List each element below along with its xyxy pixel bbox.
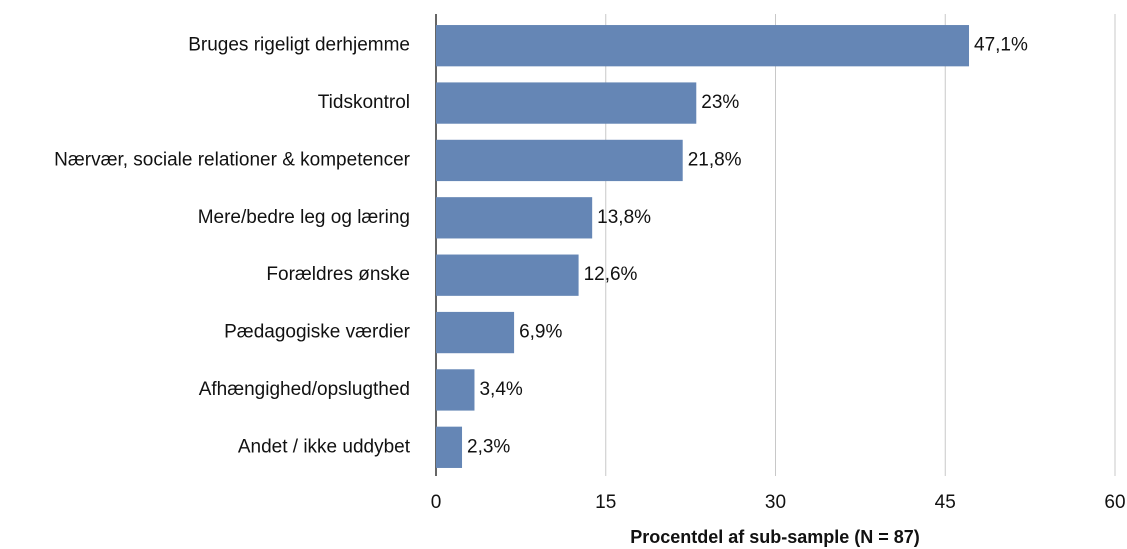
bar: [436, 311, 515, 354]
y-tick-label: Tidskontrol: [318, 92, 410, 113]
x-tick-label: 30: [765, 492, 786, 513]
bar: [436, 25, 970, 67]
bar: [436, 197, 593, 239]
y-tick-label: Bruges rigeligt derhjemme: [188, 35, 410, 56]
x-tick-label: 15: [595, 492, 616, 513]
value-label: 2,3%: [467, 436, 510, 457]
bar: [436, 82, 697, 124]
value-label: 21,8%: [688, 149, 742, 170]
y-tick-label: Andet / ikke uddybet: [238, 436, 411, 457]
bar: [436, 139, 683, 182]
y-tick-label: Forældres ønske: [266, 264, 410, 285]
value-label: 47,1%: [974, 35, 1028, 56]
value-label: 6,9%: [519, 322, 562, 343]
x-tick-label: 0: [431, 492, 442, 513]
x-tick-label: 45: [935, 492, 956, 513]
y-tick-label: Mere/bedre leg og læring: [198, 207, 410, 228]
value-label: 13,8%: [597, 207, 651, 228]
x-axis-title: Procentdel af sub-sample (N = 87): [630, 527, 920, 547]
value-label: 12,6%: [584, 264, 638, 285]
y-tick-label: Nærvær, sociale relationer & kompetencer: [54, 149, 411, 170]
value-label: 3,4%: [479, 379, 522, 400]
y-tick-label: Pædagogiske værdier: [224, 322, 411, 343]
bar: [436, 369, 475, 411]
bar: [436, 426, 463, 468]
value-label: 23%: [701, 92, 739, 113]
x-tick-label: 60: [1104, 492, 1125, 513]
y-tick-label: Afhængighed/opslugthed: [199, 379, 410, 400]
bar: [436, 254, 579, 296]
